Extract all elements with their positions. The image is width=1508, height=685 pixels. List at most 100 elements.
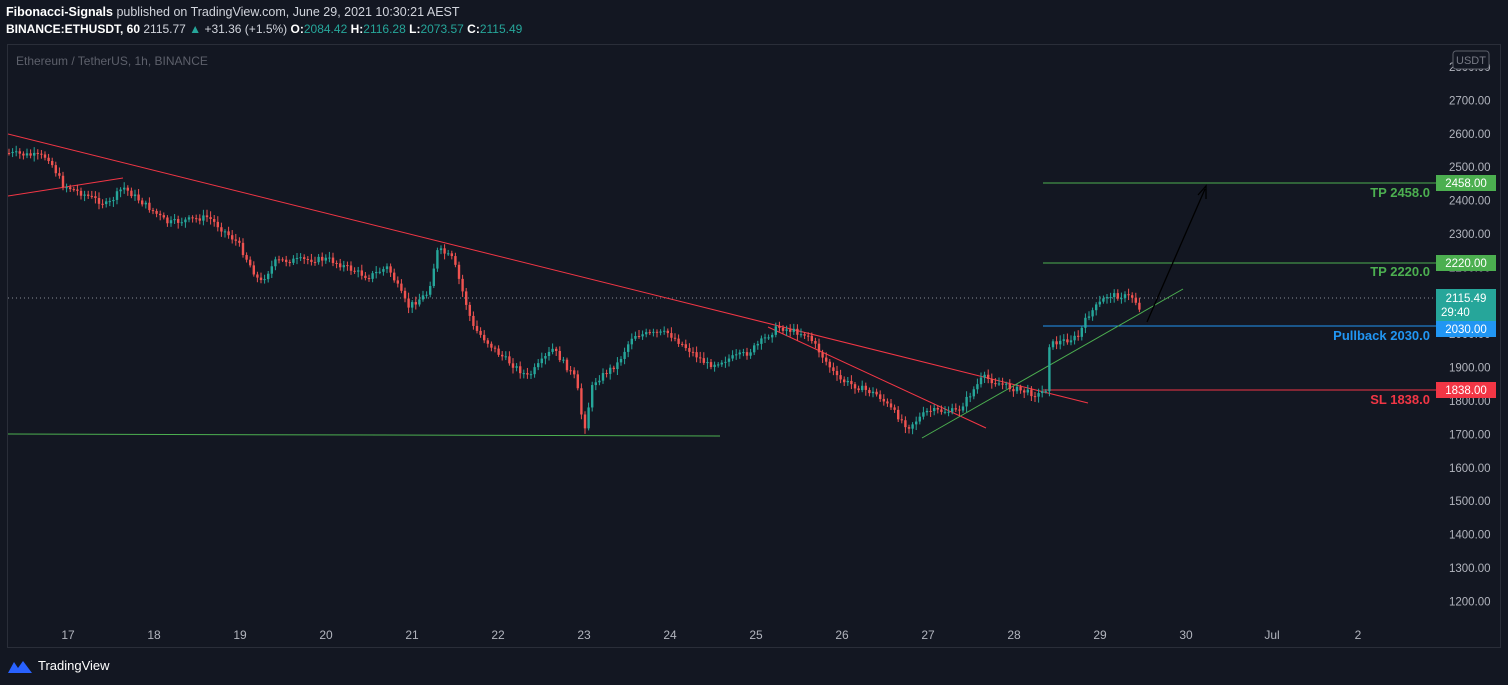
candle-body — [803, 334, 806, 336]
candle-body — [713, 364, 716, 368]
stoploss-price-badge — [1436, 382, 1496, 398]
candle-body — [627, 344, 630, 352]
candle-body — [544, 356, 547, 359]
candle-body — [173, 219, 176, 221]
candle-body — [886, 401, 889, 404]
candle-body — [148, 202, 151, 211]
candle-body — [745, 352, 749, 356]
candle-body — [349, 265, 353, 271]
candle-body — [371, 273, 374, 279]
price-tick-label: 1700.00 — [1449, 429, 1491, 441]
candle-body — [339, 263, 342, 268]
candle-body — [519, 366, 522, 374]
uptrend-line[interactable] — [921, 288, 1184, 439]
candle-body — [407, 298, 410, 308]
candle-body — [321, 256, 324, 261]
candle-body — [965, 396, 968, 407]
candle-body — [393, 272, 396, 281]
candle-body — [155, 210, 158, 214]
candle-body — [36, 152, 39, 154]
candle-body — [792, 328, 795, 332]
candle-body — [983, 374, 986, 378]
author-name[interactable]: Fibonacci-Signals — [6, 5, 113, 19]
candle-body — [979, 377, 983, 385]
candle-body — [490, 343, 493, 348]
downtrend-line[interactable] — [7, 133, 1089, 404]
tradingview-brand[interactable]: TradingView — [8, 658, 110, 673]
candle-body — [159, 213, 162, 216]
candle-body — [1120, 298, 1123, 300]
candle-body — [292, 258, 295, 263]
candle-body — [724, 361, 727, 363]
candle-body — [79, 190, 83, 196]
candle-body — [1091, 310, 1094, 317]
price-tick-label: 1600.00 — [1449, 463, 1491, 475]
candle-body — [29, 153, 32, 156]
candle-body — [659, 331, 662, 333]
candle-body — [249, 259, 252, 266]
candle-body — [767, 337, 770, 339]
candle-body — [274, 259, 277, 267]
symbol-label: BINANCE:ETHUSDT, 60 — [6, 22, 141, 36]
candle-body — [573, 370, 576, 375]
candle-body — [623, 351, 626, 359]
candle-body — [1131, 295, 1134, 298]
candle-body — [468, 304, 471, 316]
published-text: published on TradingView.com, June 29, 2… — [116, 5, 460, 19]
candle-body — [382, 269, 385, 272]
candle-body — [929, 410, 932, 412]
candle-body — [565, 359, 569, 371]
candle-body — [123, 187, 126, 190]
candle-body — [245, 255, 248, 260]
chart-pane[interactable]: Ethereum / TetherUS, 1h, BINANCE TP 2458… — [7, 44, 1501, 648]
date-tick-label: 22 — [491, 628, 505, 642]
time-axis[interactable]: 17 18 19 20 21 22 23 24 25 26 27 28 29 30 Jul 2 — [61, 628, 1361, 642]
candle-body — [990, 378, 993, 384]
candle-body — [195, 218, 198, 220]
date-tick-label: Jul — [1264, 628, 1279, 642]
candle-body — [799, 334, 803, 336]
candle-body — [1055, 341, 1058, 345]
candle-body — [270, 266, 273, 274]
candle-body — [972, 389, 975, 397]
projection-arrow[interactable] — [1146, 188, 1206, 323]
support-line[interactable] — [7, 433, 721, 437]
date-tick-label: 24 — [663, 628, 677, 642]
candle-body — [839, 375, 842, 380]
small-resistance-line[interactable] — [7, 177, 124, 197]
candle-body — [191, 217, 194, 219]
candle-body — [22, 153, 25, 156]
candle-body — [411, 302, 414, 308]
candle-body — [1095, 304, 1098, 311]
candle-body — [7, 153, 11, 154]
candle-body — [220, 227, 223, 232]
price-tick-label: 2700.00 — [1449, 95, 1491, 107]
candle-body — [501, 354, 504, 357]
date-tick-label: 28 — [1007, 628, 1021, 642]
candle-body — [357, 270, 360, 272]
candle-body — [231, 235, 234, 240]
currency-badge-text: USDT — [1456, 55, 1486, 67]
candle-body — [601, 373, 605, 381]
candle-body — [551, 348, 554, 352]
price-tick-label: 2400.00 — [1449, 196, 1491, 208]
date-tick-label: 21 — [405, 628, 419, 642]
currency-badge[interactable] — [1452, 50, 1490, 70]
price-chart[interactable]: Ethereum / TetherUS, 1h, BINANCE TP 2458… — [7, 45, 1500, 647]
low-label: L: — [409, 22, 421, 36]
candle-body — [918, 416, 921, 422]
candle-body — [295, 257, 299, 259]
date-tick-label: 26 — [835, 628, 849, 642]
candle-body — [400, 283, 403, 291]
tp2-price-badge — [1436, 175, 1496, 191]
short-trend-line[interactable] — [767, 326, 987, 429]
candle-body — [436, 250, 439, 269]
price-change: +31.36 (+1.5%) — [204, 22, 288, 36]
candle-body — [1048, 347, 1051, 392]
candle-body — [843, 379, 846, 383]
candle-body — [1066, 339, 1069, 343]
candle-body — [583, 414, 587, 429]
candle-body — [529, 374, 533, 376]
candle-body — [1019, 386, 1022, 391]
candle-body — [994, 383, 997, 385]
